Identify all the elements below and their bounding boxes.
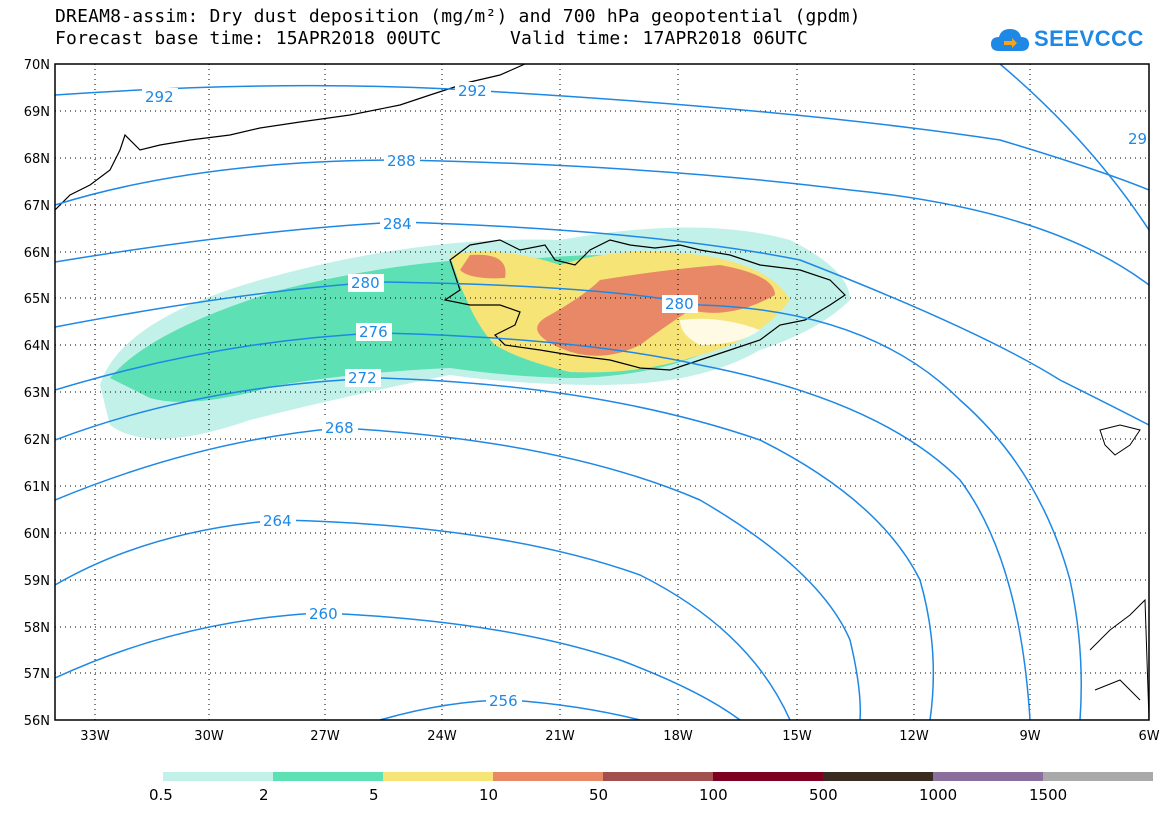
contour-label: 268 [325, 419, 354, 437]
legend-swatch [1043, 772, 1153, 781]
contour-label: 284 [383, 215, 412, 233]
contour-label: 280 [351, 274, 380, 292]
legend-swatch [493, 772, 603, 781]
legend-label: 500 [809, 786, 838, 804]
lon-label: 6W [1138, 729, 1159, 744]
contour-label-group: 292 292 29 288 284 280 280 276 272 268 2… [142, 82, 1149, 710]
longitude-labels: 33W 30W 27W 24W 21W 18W 15W 12W 9W 6W [80, 729, 1159, 744]
lat-label: 58N [24, 621, 50, 636]
base-time: Forecast base time: 15APR2018 00UTC [55, 28, 442, 49]
dust-area-10 [460, 254, 775, 356]
contour-292 [55, 84, 1149, 191]
contour-label: 288 [387, 152, 416, 170]
contour-label: 29 [1128, 130, 1147, 148]
iceland-coastline [443, 239, 846, 371]
valid-time: Valid time: 17APR2018 06UTC [510, 28, 808, 49]
contour-268 [55, 427, 862, 720]
lat-label: 65N [24, 292, 50, 307]
lon-label: 21W [545, 729, 575, 744]
contour-label: 256 [489, 692, 518, 710]
legend-label: 2 [259, 786, 269, 804]
legend-swatch [823, 772, 933, 781]
geopotential-contours [55, 64, 1149, 720]
lat-label: 56N [24, 714, 50, 729]
legend-label: 10 [479, 786, 499, 804]
lat-label: 57N [24, 667, 50, 682]
lat-label: 61N [24, 480, 50, 495]
logo-text: SEEVCCC [1034, 26, 1144, 51]
lon-label: 24W [427, 729, 457, 744]
map-title: DREAM8-assim: Dry dust deposition (mg/m²… [55, 6, 861, 27]
legend-swatch [383, 772, 493, 781]
contour-label: 292 [458, 82, 487, 100]
contour-label: 280 [665, 295, 694, 313]
legend-label: 100 [699, 786, 728, 804]
lon-label: 30W [194, 729, 224, 744]
seevccc-logo: SEEVCCC [990, 22, 1144, 56]
contour-272 [55, 377, 935, 720]
lat-label: 64N [24, 339, 50, 354]
contour-label: 272 [348, 369, 377, 387]
time-info: Forecast base time: 15APR2018 00UTC Valid… [55, 28, 808, 49]
lon-label: 18W [663, 729, 693, 744]
cloud-icon [991, 29, 1029, 51]
legend-color-bar [163, 772, 1153, 781]
legend-label: 0.5 [149, 786, 173, 804]
lon-label: 12W [899, 729, 929, 744]
legend-swatch [603, 772, 713, 781]
lon-label: 15W [782, 729, 812, 744]
lat-label: 68N [24, 152, 50, 167]
lat-label: 69N [24, 105, 50, 120]
lat-label: 63N [24, 386, 50, 401]
contour-label: 264 [263, 512, 292, 530]
contour-288 [55, 159, 1149, 286]
latitude-labels: 70N 69N 68N 67N 66N 65N 64N 63N 62N 61N … [24, 58, 50, 729]
contour-260 [55, 612, 741, 720]
lat-label: 66N [24, 246, 50, 261]
legend-swatch [163, 772, 273, 781]
lon-label: 27W [310, 729, 340, 744]
lat-label: 62N [24, 433, 50, 448]
lon-label: 33W [80, 729, 110, 744]
contour-280 [55, 281, 1082, 720]
legend-label: 1000 [919, 786, 958, 804]
lat-label: 59N [24, 574, 50, 589]
legend-swatch [933, 772, 1043, 781]
lat-label: 67N [24, 199, 50, 214]
contour-264 [55, 519, 791, 720]
contour-284 [55, 221, 1149, 426]
legend-swatch [273, 772, 383, 781]
contour-292b [999, 64, 1149, 231]
legend-label: 5 [369, 786, 379, 804]
dust-low-area [680, 318, 760, 345]
scotland-coastline [1089, 598, 1149, 720]
contour-label: 276 [359, 323, 388, 341]
dust-shading [100, 227, 850, 439]
lat-label: 70N [24, 58, 50, 73]
greenland-coastline [55, 64, 526, 211]
faroe-islands [1099, 424, 1141, 456]
contour-label: 260 [309, 605, 338, 623]
contour-label: 292 [145, 88, 174, 106]
legend-label: 50 [589, 786, 609, 804]
legend-label: 1500 [1029, 786, 1068, 804]
contour-276 [55, 332, 1031, 720]
lat-label: 60N [24, 527, 50, 542]
legend-swatch [713, 772, 823, 781]
map-frame [54, 63, 1150, 721]
lon-label: 9W [1019, 729, 1040, 744]
